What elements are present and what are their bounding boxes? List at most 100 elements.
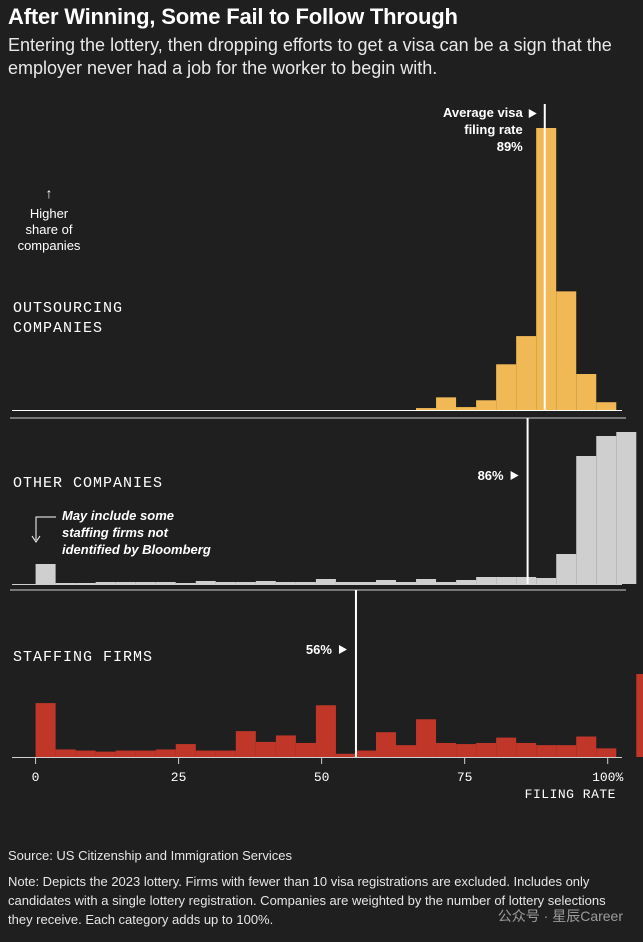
bar bbox=[536, 578, 557, 584]
bar bbox=[516, 577, 537, 584]
bar bbox=[315, 705, 336, 757]
annotation-arrow-icon bbox=[31, 535, 41, 543]
bar bbox=[155, 749, 176, 757]
bar bbox=[596, 402, 617, 410]
bar bbox=[375, 580, 397, 584]
bar bbox=[315, 579, 336, 584]
bar bbox=[275, 735, 296, 757]
bar bbox=[235, 731, 256, 757]
bar bbox=[596, 436, 617, 584]
chart-panels: OUTSOURCING COMPANIES Average visa filing r… bbox=[10, 104, 643, 758]
bar bbox=[215, 750, 236, 757]
bar bbox=[596, 748, 617, 757]
bar bbox=[536, 128, 557, 410]
bar bbox=[436, 742, 457, 757]
chart-subtitle: Entering the lottery, then dropping effo… bbox=[8, 35, 612, 78]
bar bbox=[516, 336, 537, 410]
bar bbox=[135, 582, 156, 584]
bar bbox=[35, 703, 56, 757]
x-axis-label: FILING RATE bbox=[525, 787, 616, 802]
bar bbox=[75, 583, 96, 584]
bar bbox=[135, 750, 156, 757]
bar bbox=[95, 582, 116, 584]
mean-label: 86% bbox=[478, 468, 504, 483]
chart-title: After Winning, Some Fail to Follow Throu… bbox=[8, 4, 458, 29]
x-tick-label: 75 bbox=[457, 770, 473, 785]
bar bbox=[335, 753, 356, 757]
bar bbox=[175, 583, 196, 584]
bar bbox=[496, 737, 517, 757]
bar bbox=[375, 732, 397, 757]
bar bbox=[536, 745, 557, 757]
bar bbox=[335, 582, 356, 584]
bar bbox=[255, 581, 276, 584]
bar bbox=[355, 750, 376, 757]
mean-arrow-icon bbox=[528, 109, 537, 118]
annotation-text: identified by Bloomberg bbox=[62, 542, 211, 557]
bar bbox=[456, 580, 477, 584]
bar bbox=[436, 397, 457, 410]
bar bbox=[275, 582, 296, 584]
panel-1: OTHER COMPANIES 86% May include some staffi… bbox=[10, 417, 637, 585]
bar bbox=[496, 577, 517, 584]
bar bbox=[355, 582, 376, 584]
histogram-chart: OUTSOURCING COMPANIES Average visa filing r… bbox=[10, 104, 643, 802]
bar bbox=[416, 719, 437, 757]
bar bbox=[476, 400, 497, 410]
bar bbox=[576, 736, 597, 757]
bar bbox=[556, 291, 577, 410]
mean-label: 56% bbox=[306, 642, 332, 657]
bar bbox=[255, 741, 276, 757]
bar bbox=[75, 750, 96, 757]
bar bbox=[155, 582, 176, 584]
mean-caption: Average visa bbox=[443, 105, 524, 120]
annotation-leader bbox=[35, 516, 56, 540]
panel-label: OTHER COMPANIES bbox=[13, 475, 163, 492]
panel-label: COMPANIES bbox=[13, 320, 103, 337]
panel-label: STAFFING FIRMS bbox=[13, 649, 153, 666]
mean-caption: filing rate bbox=[464, 122, 523, 137]
bar bbox=[556, 554, 577, 584]
bar bbox=[556, 745, 577, 757]
panel-2: STAFFING FIRMS 56% bbox=[10, 589, 643, 758]
bar bbox=[476, 742, 497, 757]
bar bbox=[516, 742, 537, 757]
bar bbox=[295, 582, 316, 584]
bar bbox=[396, 582, 417, 584]
bar bbox=[436, 582, 457, 584]
y-annotation-text: share of bbox=[26, 222, 73, 237]
bar bbox=[215, 582, 236, 584]
note-text: Note: Depicts the 2023 lottery. Firms wi… bbox=[8, 874, 606, 927]
mean-arrow-icon bbox=[510, 471, 519, 480]
bar bbox=[115, 750, 136, 757]
bar bbox=[476, 577, 497, 584]
annotation-text: staffing firms not bbox=[62, 525, 169, 540]
bar bbox=[235, 582, 256, 584]
bar bbox=[195, 581, 216, 584]
source-text: Source: US Citizenship and Immigration S… bbox=[8, 848, 292, 863]
bar bbox=[175, 744, 196, 757]
bar bbox=[95, 751, 116, 757]
x-tick-label: 50 bbox=[314, 770, 330, 785]
bar bbox=[576, 456, 597, 584]
bar bbox=[55, 749, 76, 757]
mean-arrow-icon bbox=[338, 645, 347, 654]
x-tick-label: 25 bbox=[171, 770, 187, 785]
bar bbox=[616, 432, 637, 584]
y-annotation-text: companies bbox=[18, 238, 81, 253]
watermark-text: 公众号 · 星辰Career bbox=[497, 908, 623, 924]
bar bbox=[496, 364, 517, 410]
bar bbox=[396, 745, 417, 757]
bar bbox=[55, 583, 76, 584]
bar bbox=[195, 750, 216, 757]
bar bbox=[456, 744, 477, 757]
panel-label: OUTSOURCING bbox=[13, 300, 123, 317]
bar bbox=[416, 579, 437, 584]
annotation-text: May include some bbox=[62, 508, 174, 523]
bar bbox=[576, 374, 597, 410]
bar bbox=[115, 582, 136, 584]
bar bbox=[416, 408, 437, 410]
y-annotation-text: Higher bbox=[30, 206, 69, 221]
panel-0: OUTSOURCING COMPANIES Average visa filing r… bbox=[12, 104, 622, 411]
